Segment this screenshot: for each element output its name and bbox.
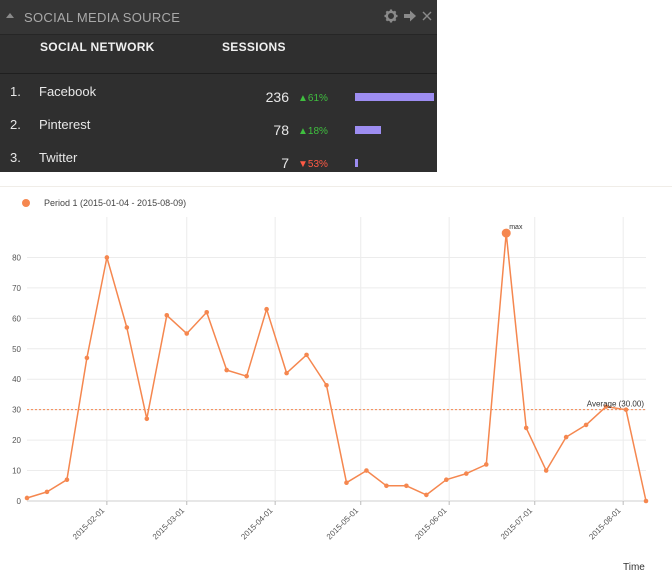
- data-point: [304, 352, 309, 358]
- x-tick-label: 2015-04-01: [239, 506, 275, 542]
- data-point: [24, 495, 30, 501]
- y-tick-label: 70: [12, 284, 21, 293]
- row-sessions-bar: [355, 93, 434, 101]
- data-point: [563, 434, 569, 440]
- data-point: [244, 373, 249, 379]
- widget-header: SOCIAL MEDIA SOURCE: [0, 0, 437, 35]
- close-icon[interactable]: [421, 9, 435, 23]
- data-point: [264, 306, 269, 312]
- max-label: max: [509, 224, 523, 231]
- row-change-badge: ▲18%: [298, 126, 328, 137]
- data-point: [284, 370, 289, 376]
- legend-label: Period 1 (2015-01-04 - 2015-08-09): [44, 198, 187, 208]
- row-sessions-bar: [355, 126, 381, 134]
- column-header-network[interactable]: SOCIAL NETWORK: [40, 40, 155, 54]
- average-label: Average (30.00): [587, 400, 645, 409]
- row-sessions-value: 7: [281, 155, 289, 171]
- data-point: [224, 367, 229, 373]
- row-network-name[interactable]: Twitter: [39, 150, 78, 165]
- data-point: [483, 462, 489, 467]
- social-media-source-widget: SOCIAL MEDIA SOURCE: [0, 0, 437, 172]
- row-change-badge: ▼53%: [298, 159, 328, 170]
- row-rank: 1.: [10, 84, 21, 99]
- data-point: [344, 480, 349, 486]
- data-point: [144, 416, 150, 422]
- y-tick-label: 80: [12, 253, 21, 262]
- y-tick-label: 50: [12, 345, 21, 354]
- data-point: [364, 468, 369, 473]
- legend-dot-icon: [22, 199, 30, 207]
- row-sessions-value: 236: [265, 89, 289, 105]
- series-line: [26, 232, 647, 502]
- row-sessions-bar: [355, 159, 358, 167]
- column-header-sessions[interactable]: SESSIONS: [222, 40, 286, 54]
- x-tick-label: 2015-02-01: [71, 506, 107, 542]
- row-network-name[interactable]: Facebook: [39, 84, 97, 99]
- y-tick-label: 10: [12, 467, 21, 476]
- data-point: [164, 312, 170, 318]
- data-point: [603, 404, 609, 409]
- row-change-badge: ▲61%: [298, 93, 328, 104]
- data-point: [643, 498, 649, 504]
- data-point: [404, 483, 409, 489]
- row-network-name[interactable]: Pinterest: [39, 117, 91, 132]
- data-point: [623, 407, 629, 412]
- table-row: 1. Facebook 236 ▲61%: [0, 84, 437, 117]
- y-tick-label: 0: [17, 497, 22, 506]
- y-tick-label: 20: [12, 436, 21, 445]
- data-point: [64, 477, 70, 482]
- data-point: [384, 483, 389, 489]
- row-rank: 3.: [10, 150, 21, 165]
- data-point: [184, 331, 190, 336]
- table-divider: [0, 73, 437, 74]
- row-sessions-value: 78: [273, 122, 289, 138]
- table-row: 3. Twitter 7 ▼53%: [0, 150, 437, 183]
- gear-icon[interactable]: [384, 9, 398, 23]
- data-point: [444, 477, 449, 482]
- data-point: [324, 383, 329, 388]
- x-tick-label: 2015-03-01: [151, 506, 187, 542]
- row-rank: 2.: [10, 117, 21, 132]
- arrow-right-icon[interactable]: [403, 9, 417, 23]
- widget-title: SOCIAL MEDIA SOURCE: [24, 10, 181, 25]
- data-point: [523, 425, 529, 431]
- x-tick-label: 2015-08-01: [587, 506, 623, 542]
- line-chart: 0 10 20 30 40 50 60 70 80 2015-02-01 2015-03-01 201…: [12, 217, 649, 542]
- chart-separator: [0, 186, 672, 187]
- y-tick-label: 30: [12, 406, 21, 415]
- data-point: [543, 468, 549, 473]
- collapse-icon[interactable]: [6, 13, 14, 18]
- table-row: 2. Pinterest 78 ▲18%: [0, 117, 437, 150]
- y-tick-label: 60: [12, 314, 21, 323]
- x-tick-label: 2015-06-01: [413, 506, 449, 542]
- data-point: [44, 489, 50, 495]
- data-point: [104, 255, 110, 260]
- data-point: [204, 309, 210, 315]
- x-tick-label: 2015-07-01: [499, 506, 535, 542]
- data-point: [463, 471, 469, 476]
- data-point: [501, 228, 511, 238]
- data-point: [583, 422, 589, 428]
- data-point: [124, 325, 130, 330]
- x-tick-label: 2015-05-01: [325, 506, 361, 542]
- data-point: [424, 492, 429, 498]
- x-axis-title: Time: [623, 562, 645, 573]
- data-point: [84, 355, 90, 361]
- y-tick-label: 40: [12, 375, 21, 384]
